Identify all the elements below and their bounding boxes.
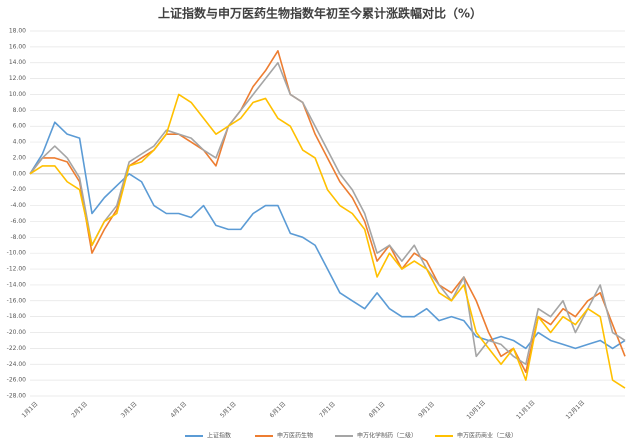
y-tick-label: 16.00	[9, 43, 26, 50]
y-tick-label: -8.00	[10, 234, 26, 241]
y-tick-label: -4.00	[10, 202, 26, 209]
y-tick-label: 8.00	[13, 107, 27, 114]
x-tick-label: 5月1日	[219, 401, 238, 420]
series-line	[29, 61, 626, 366]
x-tick-label: 8月1日	[368, 401, 387, 420]
x-tick-label: 7月1日	[318, 401, 337, 420]
y-tick-label: 4.00	[13, 139, 27, 146]
y-tick-label: -20.00	[7, 329, 27, 336]
y-tick-label: -14.00	[7, 281, 27, 288]
y-tick-label: -26.00	[7, 377, 27, 384]
x-tick-label: 4月1日	[169, 401, 188, 420]
legend-label: 申万医药商业（二级）	[457, 432, 517, 440]
y-tick-label: -16.00	[7, 297, 27, 304]
y-tick-label: -2.00	[10, 186, 26, 193]
series-line	[29, 93, 626, 389]
x-tick-label: 3月1日	[120, 401, 139, 420]
legend-label: 上证指数	[207, 432, 231, 440]
y-tick-label: 12.00	[9, 75, 26, 82]
y-tick-label: -12.00	[7, 266, 27, 273]
y-tick-label: 6.00	[13, 123, 27, 130]
y-tick-label: -18.00	[7, 313, 27, 320]
y-tick-label: 14.00	[9, 59, 26, 66]
y-tick-label: 10.00	[9, 91, 26, 98]
legend-label: 申万医药生物	[277, 432, 313, 440]
y-tick-label: 2.00	[13, 154, 27, 161]
x-tick-label: 9月1日	[417, 401, 436, 420]
y-tick-label: -22.00	[7, 345, 27, 352]
legend-label: 申万化学制药（二级）	[357, 432, 417, 440]
chart-title: 上证指数与申万医药生物指数年初至今累计涨跌幅对比（%）	[158, 6, 482, 21]
x-tick-label: 12月1日	[565, 399, 587, 421]
y-tick-label: -28.00	[7, 393, 27, 400]
x-tick-label: 11月1日	[515, 399, 537, 421]
x-tick-label: 2月1日	[70, 401, 89, 420]
x-tick-label: 10月1日	[465, 399, 487, 421]
series-line	[29, 121, 626, 350]
series-line	[29, 50, 626, 373]
x-tick-label: 6月1日	[268, 401, 287, 420]
y-tick-label: -10.00	[7, 250, 27, 257]
y-tick-label: -24.00	[7, 361, 27, 368]
y-tick-label: -6.00	[10, 218, 26, 225]
y-tick-label: 18.00	[9, 28, 26, 35]
x-tick-label: 1月1日	[21, 401, 40, 420]
y-tick-label: 0.00	[13, 170, 27, 177]
